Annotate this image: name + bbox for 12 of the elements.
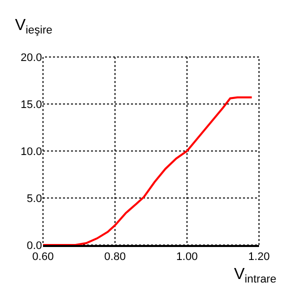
y-tick-label: 20.0 — [20, 52, 42, 64]
x-tick-label: 0.80 — [104, 251, 126, 264]
y-tick-label: 5.0 — [26, 192, 42, 205]
line-series — [43, 96, 253, 245]
y-axis-title: V$_{ieşire}$ — [15, 17, 52, 36]
y-tick-label: 10.0 — [20, 146, 42, 158]
y-tick-label: 0.0 — [26, 240, 42, 252]
x-axis-title: V$_{intrare}$ — [234, 266, 276, 286]
x-tick-label: 1.20 — [248, 251, 270, 264]
x-tick-label: 1.00 — [176, 251, 198, 264]
x-tick-label: 0.60 — [32, 251, 54, 264]
y-tick-label: 15.0 — [20, 98, 42, 111]
